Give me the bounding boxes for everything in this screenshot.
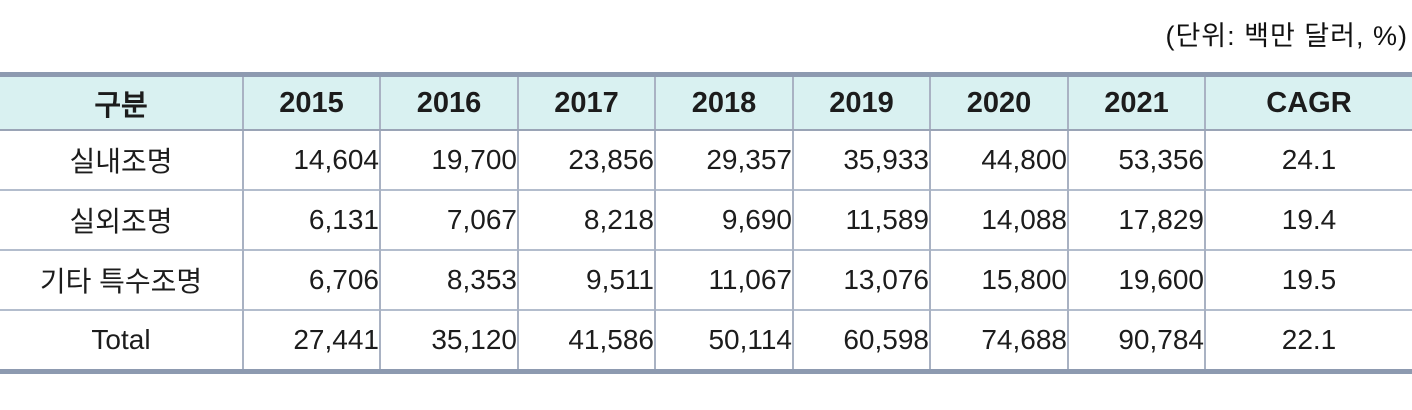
header-category: 구분 [0,74,243,131]
header-2017: 2017 [517,74,655,131]
header-2015: 2015 [242,74,380,131]
header-2019: 2019 [792,74,930,131]
table-cell: 90,784 [1067,309,1205,372]
table-cell: 8,218 [517,189,655,250]
table-cell: 60,598 [792,309,930,372]
table-cell: 50,114 [654,309,793,372]
table-cell: 8,353 [379,249,518,310]
table-cell: 7,067 [379,189,518,250]
table-cell: 14,604 [242,130,380,190]
header-2021: 2021 [1067,74,1205,131]
table-cell: 35,933 [792,130,930,190]
table-cell: 41,586 [517,309,655,372]
table-row-outdoor-lighting: 실외조명 6,131 7,067 8,218 9,690 11,589 14,0… [0,189,1412,250]
row-label: Total [0,309,243,372]
table-cell: 19,600 [1067,249,1205,310]
table-cell: 15,800 [929,249,1068,310]
table-row-indoor-lighting: 실내조명 14,604 19,700 23,856 29,357 35,933 … [0,130,1412,190]
table-cell: 19.4 [1204,189,1412,250]
table-cell: 9,511 [517,249,655,310]
table-cell: 22.1 [1204,309,1412,372]
table-cell: 53,356 [1067,130,1205,190]
header-cagr: CAGR [1204,74,1412,131]
table-cell: 24.1 [1204,130,1412,190]
market-data-table: 구분 2015 2016 2017 2018 2019 2020 2021 CA… [0,72,1412,374]
table-cell: 13,076 [792,249,930,310]
table-cell: 6,706 [242,249,380,310]
table-cell: 19,700 [379,130,518,190]
table-cell: 19.5 [1204,249,1412,310]
row-label: 기타 특수조명 [0,249,243,310]
table-cell: 11,067 [654,249,793,310]
table-cell: 6,131 [242,189,380,250]
table-cell: 17,829 [1067,189,1205,250]
table-cell: 35,120 [379,309,518,372]
table-row-other-special-lighting: 기타 특수조명 6,706 8,353 9,511 11,067 13,076 … [0,249,1412,310]
row-label: 실내조명 [0,130,243,190]
header-2018: 2018 [654,74,793,131]
table-cell: 11,589 [792,189,930,250]
table-cell: 27,441 [242,309,380,372]
table-header-row: 구분 2015 2016 2017 2018 2019 2020 2021 CA… [0,74,1412,131]
unit-note: (단위: 백만 달러, %) [1165,21,1408,51]
table-cell: 29,357 [654,130,793,190]
table-cell: 44,800 [929,130,1068,190]
table-row-total: Total 27,441 35,120 41,586 50,114 60,598… [0,309,1412,372]
row-label: 실외조명 [0,189,243,250]
header-2016: 2016 [379,74,518,131]
table-cell: 14,088 [929,189,1068,250]
table-cell: 74,688 [929,309,1068,372]
header-2020: 2020 [929,74,1068,131]
table-cell: 23,856 [517,130,655,190]
table-cell: 9,690 [654,189,793,250]
